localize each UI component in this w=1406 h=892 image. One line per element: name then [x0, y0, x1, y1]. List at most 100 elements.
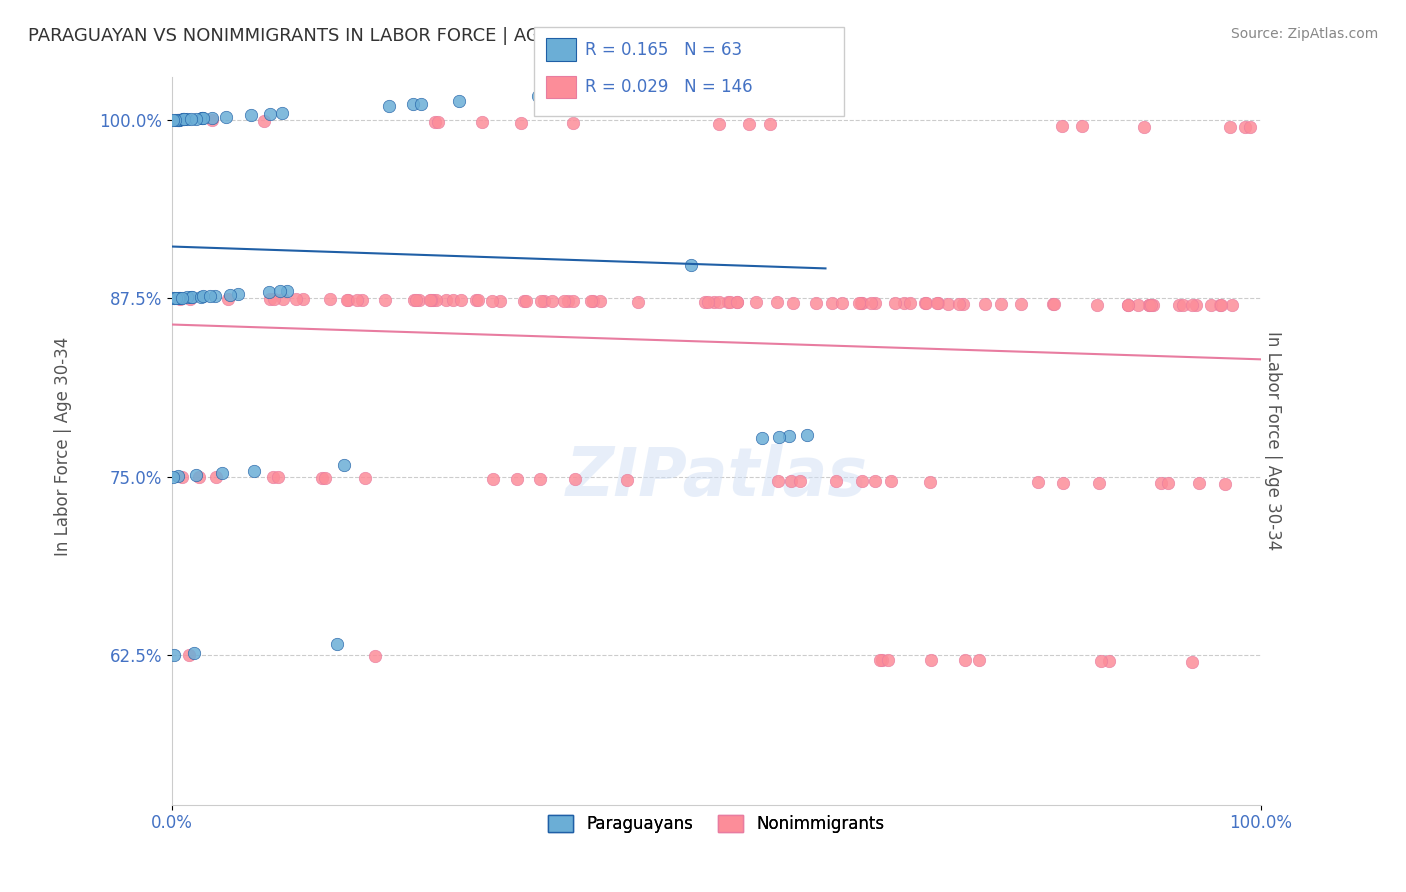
- Point: [738, 117, 761, 131]
- Point: [1042, 297, 1064, 311]
- Point: [1199, 298, 1222, 312]
- Point: [190, 289, 212, 303]
- Point: [226, 287, 249, 301]
- Point: [697, 295, 720, 310]
- Point: [481, 472, 503, 486]
- Point: [167, 291, 190, 305]
- Legend: Paraguayans, Nonimmigrants: Paraguayans, Nonimmigrants: [541, 808, 891, 840]
- Point: [974, 297, 997, 311]
- Point: [204, 288, 226, 302]
- Point: [780, 474, 803, 488]
- Point: [581, 294, 603, 309]
- Point: [851, 474, 873, 488]
- Point: [337, 293, 360, 307]
- Point: [1085, 297, 1108, 311]
- Point: [205, 470, 228, 484]
- Point: [1213, 476, 1236, 491]
- Point: [405, 293, 427, 307]
- Point: [184, 112, 207, 126]
- Point: [936, 296, 959, 310]
- Point: [709, 295, 731, 310]
- Y-axis label: In Labor Force | Age 30-34: In Labor Force | Age 30-34: [1264, 332, 1282, 550]
- Point: [751, 431, 773, 445]
- Point: [402, 293, 425, 307]
- Point: [449, 95, 471, 109]
- Point: [172, 112, 194, 127]
- Point: [758, 117, 780, 131]
- Point: [263, 470, 285, 484]
- Point: [333, 458, 356, 473]
- Point: [952, 296, 974, 310]
- Point: [765, 295, 787, 310]
- Point: [1234, 120, 1257, 135]
- Point: [541, 293, 564, 308]
- Point: [170, 291, 193, 305]
- Point: [180, 290, 202, 304]
- Point: [162, 113, 184, 128]
- Text: In Labor Force | Age 30-34: In Labor Force | Age 30-34: [55, 336, 72, 556]
- Point: [467, 293, 489, 308]
- Point: [782, 295, 804, 310]
- Point: [1126, 298, 1149, 312]
- Point: [211, 467, 233, 481]
- Point: [378, 99, 401, 113]
- Text: R = 0.029   N = 146: R = 0.029 N = 146: [585, 78, 752, 96]
- Point: [898, 296, 921, 310]
- Point: [269, 285, 291, 299]
- Point: [441, 293, 464, 308]
- Point: [1043, 297, 1066, 311]
- Point: [1137, 298, 1160, 312]
- Point: [863, 475, 886, 489]
- Point: [169, 292, 191, 306]
- Point: [425, 115, 447, 129]
- Point: [163, 291, 186, 305]
- Point: [173, 112, 195, 127]
- Point: [1090, 654, 1112, 668]
- Point: [564, 472, 586, 486]
- Point: [561, 294, 583, 309]
- Point: [257, 285, 280, 299]
- Point: [893, 296, 915, 310]
- Point: [411, 96, 433, 111]
- Text: Source: ZipAtlas.com: Source: ZipAtlas.com: [1230, 27, 1378, 41]
- Point: [877, 653, 900, 667]
- Point: [1180, 298, 1202, 312]
- Point: [450, 293, 472, 308]
- Point: [711, 85, 734, 99]
- Point: [180, 112, 202, 126]
- Point: [1209, 298, 1232, 312]
- Point: [574, 86, 596, 100]
- Point: [311, 471, 333, 485]
- Point: [402, 97, 425, 112]
- Point: [1026, 475, 1049, 490]
- Point: [914, 296, 936, 310]
- Point: [870, 652, 893, 666]
- Point: [778, 429, 800, 443]
- Point: [326, 637, 349, 651]
- Point: [201, 113, 224, 128]
- Point: [314, 471, 336, 485]
- Point: [426, 115, 449, 129]
- Point: [1171, 298, 1194, 312]
- Point: [880, 475, 903, 489]
- Point: [1219, 120, 1241, 135]
- Point: [851, 296, 873, 310]
- Point: [627, 294, 650, 309]
- Point: [616, 473, 638, 487]
- Point: [1116, 298, 1139, 312]
- Point: [920, 653, 942, 667]
- Point: [263, 292, 285, 306]
- Point: [186, 468, 208, 483]
- Point: [217, 292, 239, 306]
- Point: [1052, 475, 1074, 490]
- Point: [561, 116, 583, 130]
- Point: [422, 293, 444, 308]
- Point: [1137, 298, 1160, 312]
- Point: [796, 428, 818, 442]
- Point: [725, 295, 748, 310]
- Point: [181, 290, 204, 304]
- Point: [166, 469, 188, 483]
- Point: [169, 291, 191, 305]
- Point: [163, 648, 186, 662]
- Point: [557, 294, 579, 309]
